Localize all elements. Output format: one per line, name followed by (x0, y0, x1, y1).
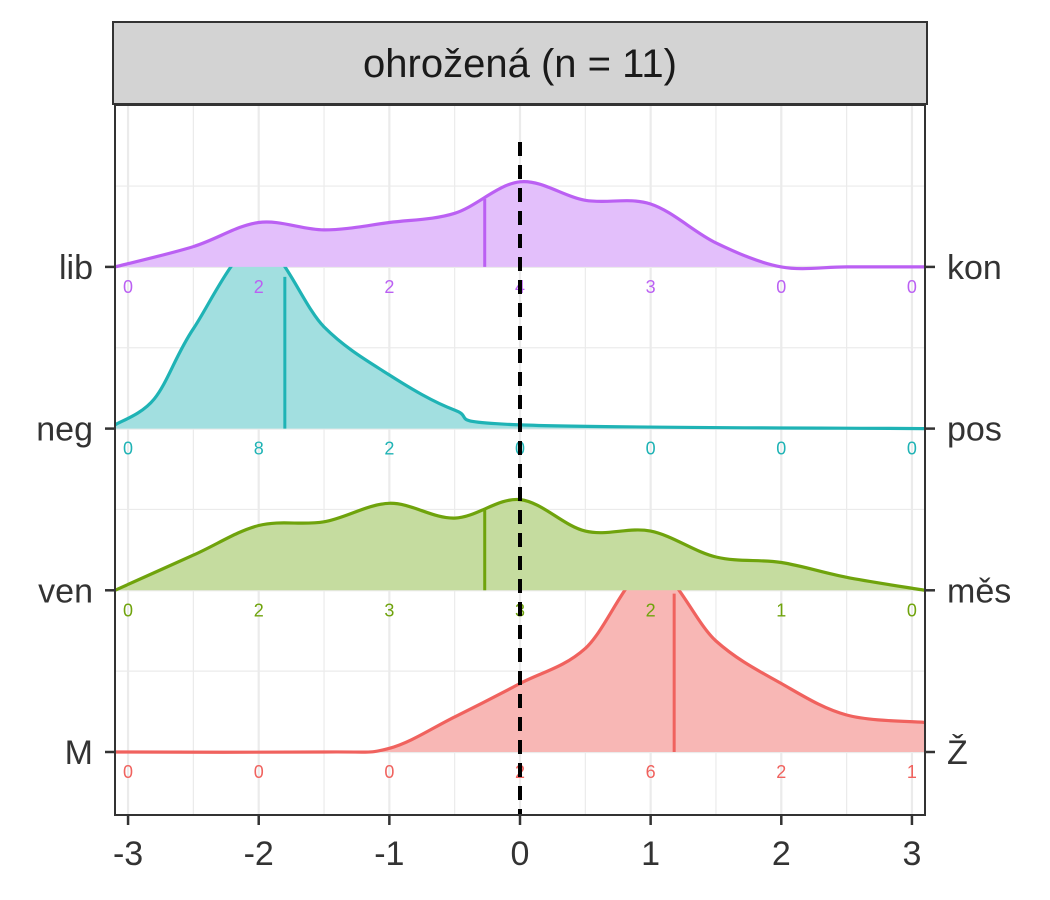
mean-markers (283, 198, 676, 752)
count-label: 2 (384, 277, 394, 297)
x-tick-label: -1 (374, 835, 404, 873)
count-label: 0 (907, 439, 917, 459)
ridge-neg-pos (114, 241, 926, 431)
y-tick-label-right: kon (947, 249, 1002, 287)
y-tick-label-left: lib (59, 249, 93, 287)
x-tick-label: -2 (244, 835, 274, 873)
y-tick-label-right: měs (947, 572, 1011, 610)
ridge-line (114, 180, 925, 271)
x-axis: -3 -2 -1 0 1 2 3 (113, 815, 921, 873)
count-label: 0 (907, 600, 917, 620)
ridge-lib-kon (114, 180, 925, 271)
count-label: 2 (384, 439, 394, 459)
count-label: 3 (384, 600, 394, 620)
ridge-area (115, 243, 925, 429)
count-label: 0 (907, 277, 917, 297)
x-tick-label: 2 (772, 835, 791, 873)
strip-background (112, 21, 928, 105)
ridge-line (114, 241, 926, 431)
count-label: 2 (646, 600, 656, 620)
count-label: 0 (646, 439, 656, 459)
count-label: 0 (776, 439, 786, 459)
x-tick-label: 0 (511, 835, 530, 873)
count-label: 0 (384, 762, 394, 782)
count-label: 3 (646, 277, 656, 297)
ridge-M-Ž (114, 565, 926, 754)
count-label: 0 (123, 439, 133, 459)
count-label: 0 (254, 762, 264, 782)
count-label: 2 (776, 762, 786, 782)
y-tick-label-left: M (65, 734, 93, 772)
count-label: 2 (254, 600, 264, 620)
count-label: 6 (646, 762, 656, 782)
facet-strip: ohrožená (n = 11) (112, 21, 928, 105)
count-label: 1 (907, 762, 917, 782)
x-tick-label: 3 (902, 835, 921, 873)
y-tick-label-left: neg (36, 411, 93, 449)
panel-title: ohrožená (n = 11) (363, 42, 677, 86)
y-tick-label-right: pos (947, 411, 1002, 449)
count-label: 2 (254, 277, 264, 297)
count-label: 0 (123, 277, 133, 297)
count-label: 8 (254, 439, 264, 459)
y-tick-label-right: Ž (947, 734, 968, 772)
count-labels: 0002621023321008200000224300 (123, 277, 917, 782)
y-tick-label-left: ven (38, 572, 93, 610)
count-label: 0 (123, 762, 133, 782)
count-label: 1 (776, 600, 786, 620)
x-tick-label: -3 (113, 835, 143, 873)
count-label: 0 (776, 277, 786, 297)
count-label: 0 (123, 600, 133, 620)
ridge-line (114, 565, 926, 754)
x-tick-label: 1 (641, 835, 660, 873)
ridge-area (115, 566, 925, 753)
